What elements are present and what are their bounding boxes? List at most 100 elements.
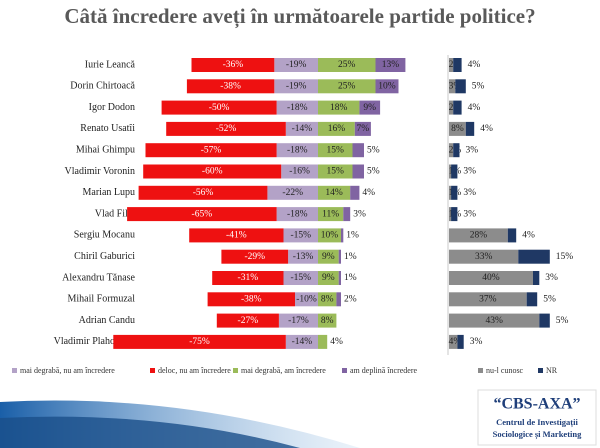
- legend-label: nu-l cunosc: [486, 366, 524, 375]
- value-label: 3%: [353, 209, 366, 219]
- value-label: 13%: [382, 60, 400, 70]
- value-label: 2%: [344, 294, 357, 304]
- bar-segment: [338, 271, 341, 285]
- value-label: 5%: [556, 316, 569, 326]
- bar-segment: [267, 185, 318, 200]
- value-label: 8%: [451, 124, 464, 134]
- category-label: Sergiu Mocanu: [74, 230, 135, 241]
- bar-segment: [318, 228, 341, 243]
- bar-segment: [318, 271, 339, 285]
- value-label: -22%: [282, 188, 303, 198]
- value-label: 18%: [330, 103, 348, 113]
- category-label: Chiril Gaburici: [74, 251, 135, 262]
- bar-segment: [451, 164, 458, 179]
- bar-segment: [143, 164, 282, 179]
- value-label: -16%: [289, 167, 310, 177]
- bar-segment: [318, 79, 376, 94]
- value-label: 9%: [363, 103, 376, 113]
- legend-label: mai degrabă, am încredere: [241, 366, 326, 375]
- bar-segment: [449, 100, 454, 115]
- value-label: 5%: [472, 81, 485, 91]
- bar-segment: [526, 292, 538, 307]
- category-label: Mihail Formuzal: [68, 294, 136, 305]
- bar-segment: [449, 292, 527, 307]
- value-label: 4%: [449, 337, 462, 347]
- bar-segment: [449, 143, 454, 158]
- bar-segment: [453, 143, 460, 158]
- bar-segment: [318, 121, 355, 136]
- value-label: 40%: [482, 273, 500, 283]
- legend-swatch: [150, 368, 155, 373]
- bar-segment: [212, 271, 284, 285]
- bar-segment: [288, 249, 318, 264]
- bar-segment: [533, 271, 540, 285]
- bar-segment: [375, 79, 399, 94]
- legend-swatch: [12, 368, 17, 373]
- value-label: -38%: [220, 81, 241, 91]
- value-label: -38%: [241, 294, 262, 304]
- value-label: -29%: [244, 252, 265, 262]
- category-label: Vladimir Voronin: [65, 166, 135, 177]
- value-label: 3%: [466, 145, 479, 155]
- value-label: -13%: [293, 252, 314, 262]
- logo-text: Centrul de Investigații: [496, 417, 578, 427]
- value-label: 4%: [480, 124, 493, 134]
- bar-segment: [318, 164, 353, 179]
- value-label: 43%: [485, 316, 503, 326]
- value-label: 15%: [327, 167, 345, 177]
- legend-swatch: [342, 368, 347, 373]
- value-label: 1%: [344, 273, 357, 283]
- bar-segment: [274, 79, 318, 94]
- value-label: 7%: [357, 124, 370, 134]
- value-label: 25%: [338, 81, 356, 91]
- value-label: -15%: [290, 231, 311, 241]
- value-label: -18%: [287, 209, 308, 219]
- bar-segment: [127, 207, 277, 222]
- bar-segment: [145, 143, 277, 158]
- value-label: -19%: [286, 81, 307, 91]
- bar-segment: [375, 58, 406, 72]
- bar-segment: [161, 100, 277, 115]
- bar-segment: [281, 164, 318, 179]
- value-label: 10%: [321, 231, 339, 241]
- value-label: -41%: [226, 231, 247, 241]
- bar-segment: [186, 79, 275, 94]
- bar-segment: [359, 100, 381, 115]
- bar-segment: [449, 121, 466, 136]
- category-label: Iurie Leancă: [85, 59, 136, 70]
- bar-segment: [318, 249, 339, 264]
- value-label: 3%: [463, 167, 476, 177]
- bar-segment: [221, 249, 289, 264]
- bar-segment: [354, 121, 371, 136]
- bar-segment: [318, 207, 344, 222]
- logo-name: “CBS-AXA”: [493, 396, 580, 413]
- value-label: -18%: [287, 145, 308, 155]
- bar-segment: [449, 249, 519, 264]
- category-label: Vlad Filat: [95, 208, 135, 219]
- legend-label: mai degrabă, nu am încredere: [20, 366, 115, 375]
- legend-label: NR: [546, 366, 558, 375]
- value-label: -31%: [238, 273, 259, 283]
- legend-swatch: [538, 368, 543, 373]
- value-label: -56%: [193, 188, 214, 198]
- value-label: 1%: [346, 231, 359, 241]
- value-label: 4%: [468, 60, 481, 70]
- bar-segment: [285, 121, 318, 136]
- value-label: -57%: [201, 145, 222, 155]
- bar-segment: [274, 58, 318, 72]
- bar-segment: [539, 313, 550, 328]
- value-label: 37%: [479, 294, 497, 304]
- value-label: -52%: [216, 124, 237, 134]
- bar-segment: [465, 121, 475, 136]
- bar-segment: [453, 100, 462, 115]
- bar-segment: [451, 185, 458, 200]
- bar-segment: [352, 164, 364, 179]
- bar-segment: [276, 143, 318, 158]
- value-label: 3%: [545, 273, 558, 283]
- category-label: Adrian Candu: [79, 315, 135, 326]
- value-label: 10%: [378, 81, 396, 91]
- bar-segment: [449, 228, 508, 243]
- bar-segment: [285, 334, 318, 349]
- category-label: Renato Usatîi: [80, 123, 135, 134]
